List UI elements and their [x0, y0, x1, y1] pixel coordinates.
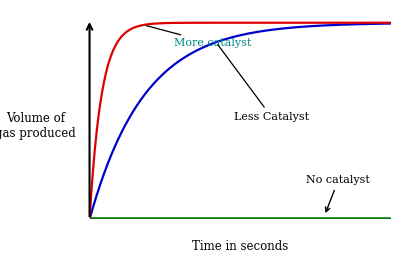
Text: Time in seconds: Time in seconds — [192, 240, 288, 253]
Text: Volume of
gas produced: Volume of gas produced — [0, 112, 76, 140]
Text: More catalyst: More catalyst — [147, 26, 251, 48]
Text: Less Catalyst: Less Catalyst — [218, 45, 309, 122]
Text: No catalyst: No catalyst — [306, 175, 370, 212]
